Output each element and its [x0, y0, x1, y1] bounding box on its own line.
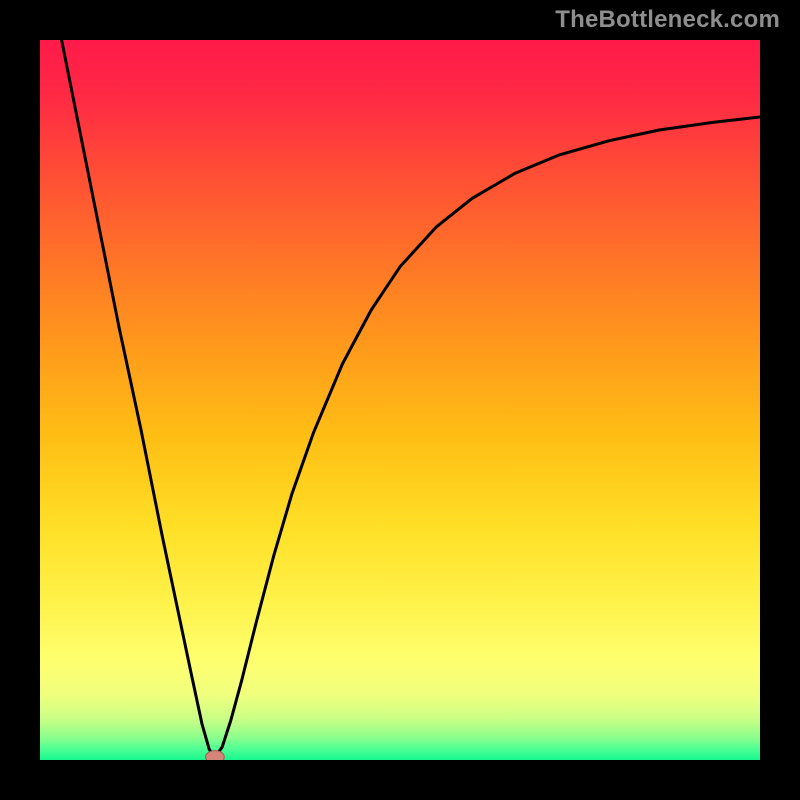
minimum-marker	[206, 751, 225, 760]
bottleneck-curve	[62, 40, 760, 757]
figure-root: TheBottleneck.com	[0, 0, 800, 800]
plot-area	[40, 40, 760, 760]
curve-layer	[40, 40, 760, 760]
watermark-text: TheBottleneck.com	[555, 6, 780, 34]
